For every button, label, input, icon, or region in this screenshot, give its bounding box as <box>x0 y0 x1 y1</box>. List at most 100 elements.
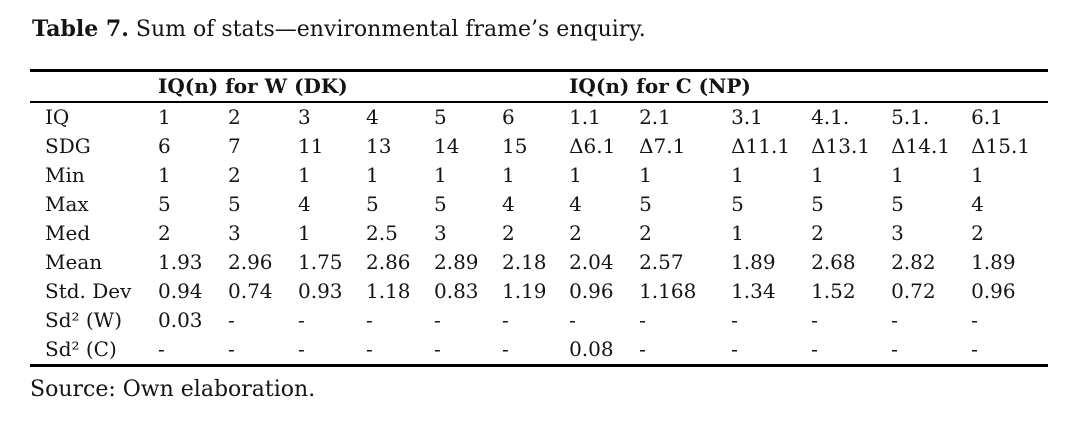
table-caption: Table 7. Sum of stats—environmental fram… <box>32 14 1048 45</box>
table-cell: 0.83 <box>434 279 479 303</box>
table-caption-text: Sum of stats—environmental frame’s enqui… <box>135 17 646 42</box>
table-cell: - <box>298 337 305 361</box>
table-cell: 14 <box>434 134 460 158</box>
table-cell: - <box>228 308 235 332</box>
table-cell: 1.89 <box>731 250 776 274</box>
table-cell: 15 <box>502 134 528 158</box>
row-label: SDG <box>45 134 91 158</box>
table-cell: 0.96 <box>971 279 1016 303</box>
table-cell: - <box>811 308 818 332</box>
table-cell: 1.75 <box>298 250 343 274</box>
table-cell: 6 <box>502 105 515 129</box>
table-cell: - <box>434 337 441 361</box>
table-cell: 4 <box>502 192 515 216</box>
row-label: Sd² (C) <box>45 337 117 361</box>
table-cell: 2.68 <box>811 250 856 274</box>
table-cell: - <box>971 337 978 361</box>
table-cell: 1.1 <box>569 105 601 129</box>
table-cell: 2 <box>639 221 652 245</box>
table-cell: 5 <box>891 192 904 216</box>
table-cell: 2.86 <box>366 250 411 274</box>
table-cell: 2.04 <box>569 250 614 274</box>
table-cell: 1.18 <box>366 279 411 303</box>
table-cell: Δ6.1 <box>569 134 616 158</box>
row-label: Max <box>45 192 89 216</box>
table-cell: 4 <box>366 105 379 129</box>
table-cell: 0.72 <box>891 279 936 303</box>
table-cell: 5 <box>434 105 447 129</box>
table-cell: 6.1 <box>971 105 1003 129</box>
table-cell: 3 <box>228 221 241 245</box>
table-cell: 0.74 <box>228 279 273 303</box>
row-label: Mean <box>45 250 103 274</box>
table-cell: 7 <box>228 134 241 158</box>
row-label: Med <box>45 221 91 245</box>
table-cell: 4 <box>569 192 582 216</box>
table-cell: - <box>811 337 818 361</box>
table-cell: 2.89 <box>434 250 479 274</box>
table-cell: 4 <box>971 192 984 216</box>
table-row: Sd² (W) 0.03 - - - - - - - - - - - <box>30 306 1048 335</box>
table-cell: 1 <box>298 163 311 187</box>
table-cell: 1.168 <box>639 279 697 303</box>
table-cell: 0.94 <box>158 279 203 303</box>
table-cell: - <box>891 308 898 332</box>
table-cell: 5.1. <box>891 105 930 129</box>
table-cell: - <box>731 337 738 361</box>
table-cell: - <box>502 308 509 332</box>
table-cell: - <box>228 337 235 361</box>
table-cell: Δ13.1 <box>811 134 871 158</box>
table-cell: - <box>366 308 373 332</box>
table-cell: 2.57 <box>639 250 684 274</box>
table-cell: 2 <box>228 105 241 129</box>
table-row: Sd² (C) - - - - - - 0.08 - - - - - <box>30 335 1048 366</box>
table-cell: 2.82 <box>891 250 936 274</box>
row-label: Std. Dev <box>45 279 132 303</box>
table-cell: 2 <box>811 221 824 245</box>
table-cell: 5 <box>228 192 241 216</box>
table-cell: 5 <box>434 192 447 216</box>
table-cell: 0.96 <box>569 279 614 303</box>
table-cell: 2.96 <box>228 250 273 274</box>
table-cell: - <box>569 308 576 332</box>
table-cell: 3 <box>891 221 904 245</box>
table-cell: 1 <box>811 163 824 187</box>
table-cell: - <box>639 308 646 332</box>
table-cell: 1 <box>502 163 515 187</box>
table-cell: - <box>502 337 509 361</box>
table-cell: 0.08 <box>569 337 614 361</box>
table-row: Mean 1.93 2.96 1.75 2.86 2.89 2.18 2.04 2.57 1.89… <box>30 248 1048 277</box>
table-cell: 1 <box>971 163 984 187</box>
table-cell: 3.1 <box>731 105 763 129</box>
table-cell: Δ11.1 <box>731 134 791 158</box>
table-cell: 11 <box>298 134 324 158</box>
table-cell: 4 <box>298 192 311 216</box>
table-cell: 1.19 <box>502 279 547 303</box>
table-cell: 1 <box>569 163 582 187</box>
group-header-row: IQ(n) for W (DK) IQ(n) for C (NP) <box>30 71 1049 102</box>
table-cell: Δ15.1 <box>971 134 1031 158</box>
table-cell: 1 <box>639 163 652 187</box>
table-cell: 1.93 <box>158 250 203 274</box>
table-cell: 2 <box>502 221 515 245</box>
table-cell: 5 <box>158 192 171 216</box>
table-row: Max 5 5 4 5 5 4 4 5 5 5 5 4 <box>30 190 1048 219</box>
table-cell: 2 <box>158 221 171 245</box>
table-cell: 0.03 <box>158 308 203 332</box>
table-cell: 13 <box>366 134 392 158</box>
table-cell: - <box>971 308 978 332</box>
table-row: Med 2 3 1 2.5 3 2 2 2 1 2 3 2 <box>30 219 1048 248</box>
table-cell: 1 <box>731 221 744 245</box>
row-label: Min <box>45 163 85 187</box>
table-cell: 2.5 <box>366 221 398 245</box>
table-cell: - <box>639 337 646 361</box>
table-cell: - <box>731 308 738 332</box>
table-cell: 0.93 <box>298 279 343 303</box>
table-cell: 5 <box>639 192 652 216</box>
table-cell: 6 <box>158 134 171 158</box>
table-row: IQ 1 2 3 4 5 6 1.1 2.1 3.1 4.1. 5.1. 6.1 <box>30 102 1048 132</box>
table-cell: 3 <box>298 105 311 129</box>
table-cell: Δ14.1 <box>891 134 951 158</box>
table-cell: - <box>158 337 165 361</box>
